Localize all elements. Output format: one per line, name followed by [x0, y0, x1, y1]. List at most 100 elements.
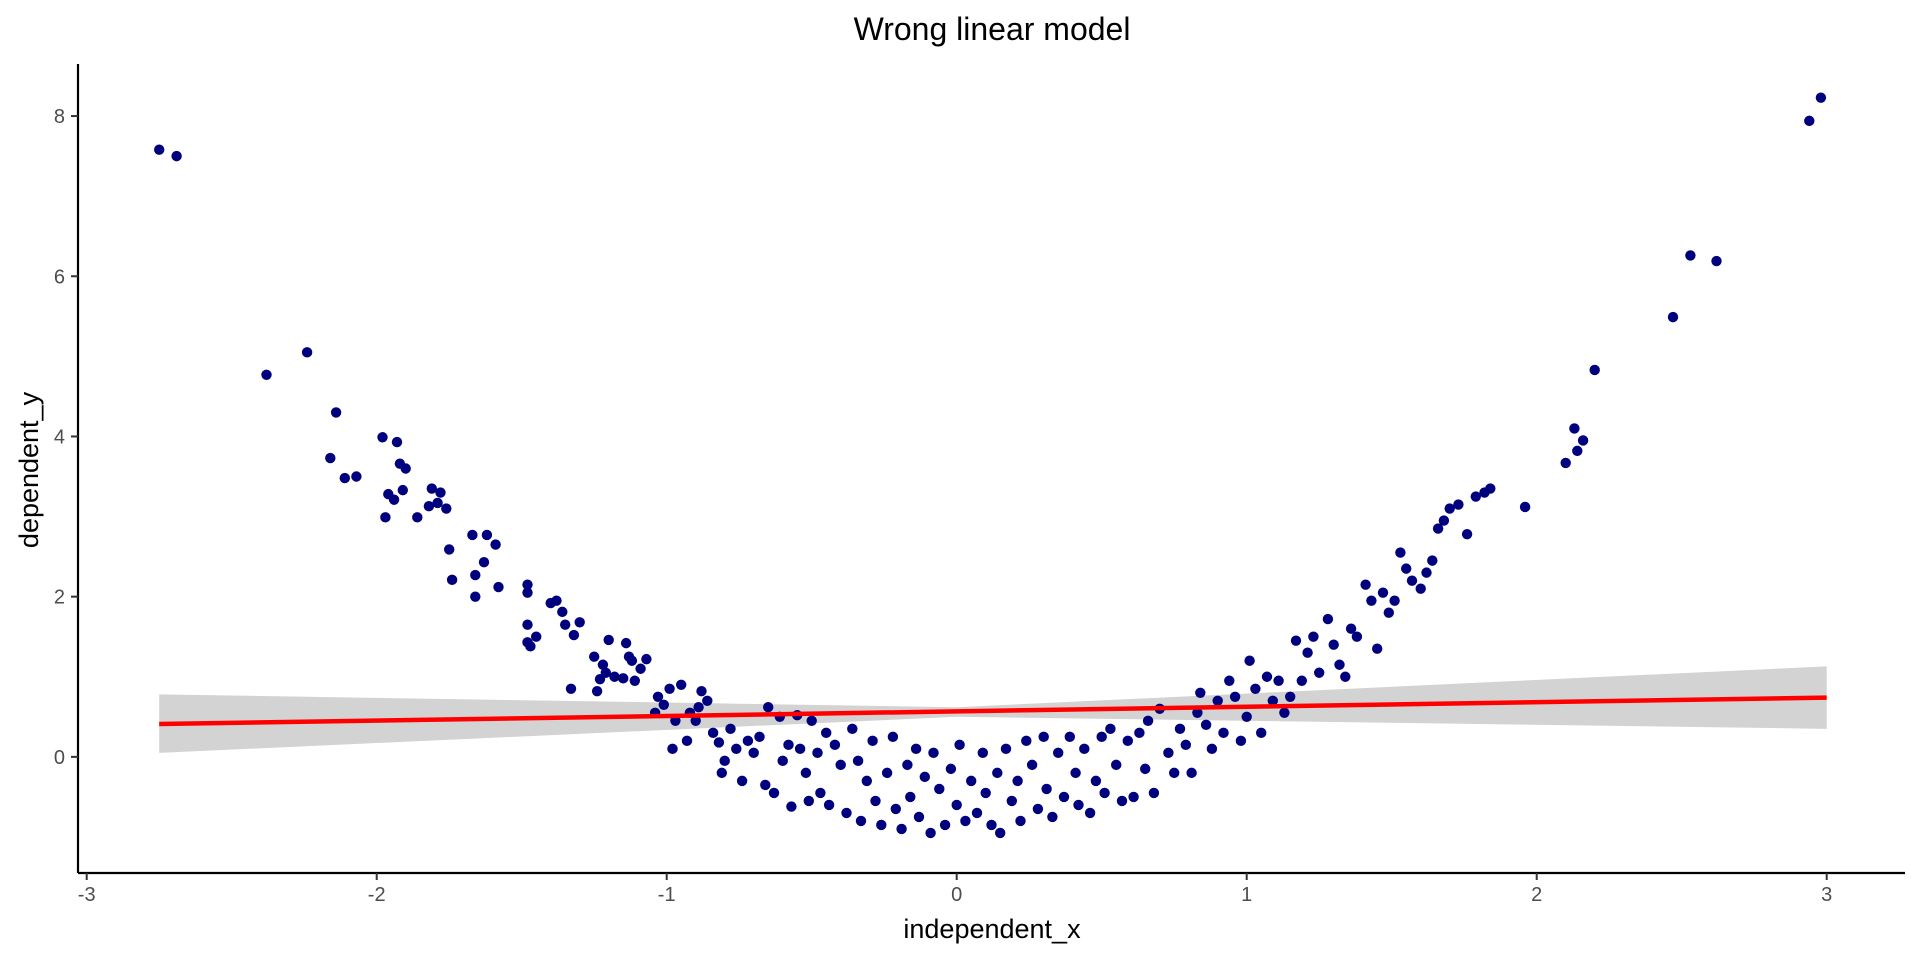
- x-tick-label: 3: [1821, 884, 1832, 906]
- scatter-point: [1572, 445, 1583, 457]
- scatter-point: [1105, 723, 1116, 735]
- scatter-point: [1273, 675, 1284, 686]
- scatter-point: [1250, 683, 1261, 694]
- chart-title: Wrong linear model: [854, 11, 1131, 47]
- scatter-point: [1116, 795, 1128, 807]
- scatter-point: [400, 463, 411, 474]
- scatter-point: [713, 737, 725, 748]
- scatter-point: [1406, 575, 1418, 586]
- scatter-point: [470, 569, 481, 581]
- scatter-point: [478, 557, 490, 568]
- scatter-point: [960, 815, 971, 827]
- scatter-point: [876, 819, 887, 831]
- scatter-point: [377, 432, 388, 443]
- scatter-point: [951, 799, 962, 811]
- scatter-point: [652, 691, 664, 702]
- scatter-point: [1192, 707, 1203, 719]
- scatter-point: [786, 801, 797, 812]
- scatter-point: [754, 731, 765, 743]
- scatter-point: [977, 747, 988, 759]
- scatter-point: [794, 743, 806, 755]
- scatter-point: [1096, 731, 1107, 743]
- y-tick-label: 6: [54, 266, 65, 288]
- scatter-point: [1340, 671, 1351, 682]
- scatter-point: [667, 743, 678, 755]
- scatter-point: [1000, 743, 1012, 755]
- scatter-point: [1377, 587, 1389, 598]
- scatter-point: [1224, 675, 1235, 686]
- scatter-point: [890, 803, 901, 815]
- scatter-point: [432, 497, 443, 509]
- scatter-point: [1560, 457, 1571, 469]
- scatter-point: [522, 619, 533, 630]
- scatter-point: [1169, 767, 1180, 779]
- scatter-point: [1073, 799, 1084, 811]
- scatter-point: [1218, 727, 1229, 739]
- scatter-point: [1241, 711, 1252, 723]
- scatter-point: [467, 529, 478, 541]
- scatter-point: [736, 775, 748, 787]
- scatter-point: [768, 787, 780, 799]
- scatter-point: [777, 755, 788, 767]
- scatter-point: [470, 591, 481, 602]
- scatter-point: [934, 783, 945, 795]
- scatter-point: [763, 701, 774, 713]
- scatter-point: [481, 529, 493, 541]
- scatter-point: [626, 655, 638, 666]
- scatter-point: [1174, 723, 1186, 735]
- scatter-point: [423, 500, 435, 512]
- scatter-point: [1383, 607, 1395, 618]
- scatter-point: [609, 671, 620, 682]
- scatter-point: [928, 747, 939, 759]
- x-tick-label: 0: [951, 884, 962, 906]
- scatter-point: [954, 739, 965, 751]
- scatter-point: [1519, 501, 1531, 513]
- scatter-point: [806, 715, 817, 727]
- scatter-point: [823, 799, 835, 811]
- scatter-point: [760, 779, 771, 791]
- scatter-point: [1256, 727, 1267, 739]
- scatter-point: [1334, 659, 1345, 670]
- scatter-point: [1006, 795, 1017, 807]
- scatter-point: [1366, 595, 1377, 606]
- scatter-point: [325, 452, 336, 464]
- scatter-point: [742, 735, 754, 747]
- scatter-point: [913, 811, 925, 823]
- scatter-point: [1140, 763, 1151, 775]
- scatter-point: [1212, 695, 1223, 706]
- scatter-point: [618, 673, 629, 684]
- scatter-point: [852, 755, 864, 767]
- scatter-point: [716, 767, 727, 779]
- fit-line: [159, 695, 1827, 727]
- scatter-point: [1229, 691, 1241, 702]
- scatter-point: [910, 743, 922, 755]
- scatter-point: [1804, 115, 1815, 127]
- scatter-point: [902, 759, 913, 771]
- scatter-point: [1134, 727, 1145, 739]
- scatter-point: [1163, 747, 1174, 759]
- scatter-point: [803, 795, 814, 807]
- scatter-point: [1815, 92, 1827, 103]
- scatter-point: [1195, 687, 1206, 698]
- scatter-point: [855, 815, 867, 827]
- scatter-point: [1667, 311, 1679, 323]
- scatter-point: [725, 723, 736, 735]
- scatter-point: [1389, 595, 1400, 606]
- scatter-point: [1235, 735, 1247, 747]
- scatter-point: [1041, 783, 1052, 795]
- x-tick-label: -2: [368, 884, 386, 906]
- scatter-point: [1038, 731, 1049, 743]
- scatter-point: [591, 685, 603, 697]
- scatter-point: [444, 544, 455, 555]
- scatter-point: [867, 735, 878, 747]
- scatter-point: [330, 407, 342, 418]
- scatter-point: [693, 701, 704, 713]
- y-tick-label: 8: [54, 106, 65, 128]
- scatter-point: [835, 759, 846, 771]
- scatter-point: [1186, 767, 1197, 779]
- scatter-point: [1200, 719, 1212, 731]
- scatter-point: [1012, 775, 1023, 787]
- y-axis-label: dependent_y: [14, 391, 44, 548]
- scatter-point: [493, 581, 504, 593]
- scatter-point: [629, 675, 640, 686]
